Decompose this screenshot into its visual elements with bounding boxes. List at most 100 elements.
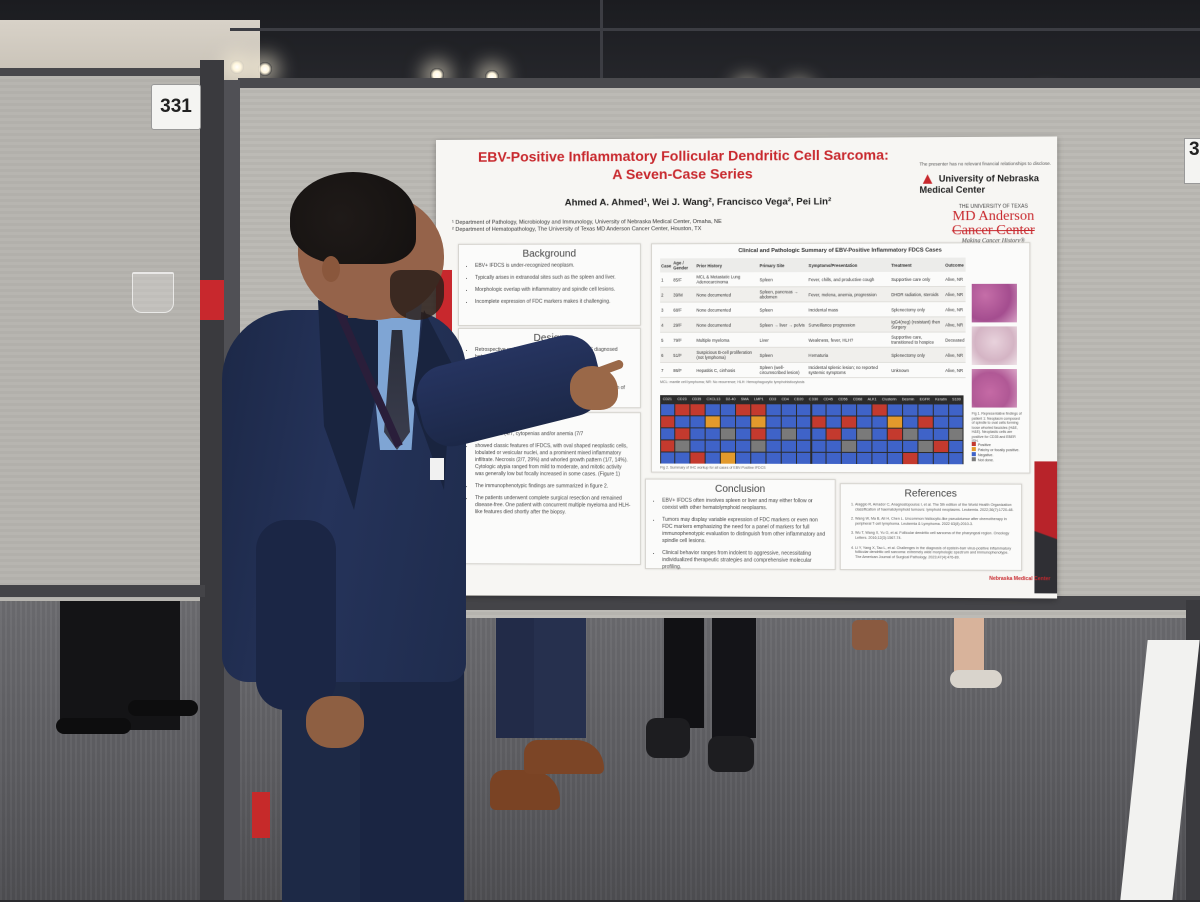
table-cell: Multiple myeloma	[695, 332, 758, 347]
poster-title-line: A Seven-Case Series	[446, 164, 922, 184]
cases-table: Case Age / Gender Prior History Primary …	[660, 258, 965, 379]
heatmap-cell	[918, 428, 932, 439]
heatmap-cell	[933, 404, 947, 415]
background-section: Background EBV+ IFDCS is under-recognize…	[458, 243, 641, 326]
heatmap-cell	[781, 416, 795, 427]
heatmap-cell	[918, 440, 932, 451]
heatmap-cell	[903, 440, 917, 451]
summary-table-section: Clinical and Pathologic Summary of EBV-P…	[651, 242, 1030, 473]
list-item: EBV+ IFDCS often involves spleen or live…	[662, 498, 826, 513]
heatmap-cell	[827, 404, 841, 415]
heatmap-cell	[676, 428, 690, 439]
heatmap-cell	[888, 440, 902, 451]
heatmap-cell	[706, 440, 720, 451]
heatmap-cell	[888, 404, 902, 415]
heatmap-cell	[736, 404, 750, 415]
list-item: years).	[475, 419, 632, 426]
list-item: EBV+ IFDCS is under-recognized neoplasm.	[475, 262, 632, 269]
table-cell: Alive, NR	[944, 272, 965, 287]
histology-image	[972, 284, 1017, 323]
table-cell: 39/M	[672, 287, 695, 302]
poster-authors: Ahmed A. Ahmed¹, Wei J. Wang², Francisco…	[506, 196, 891, 209]
poster-title-line: EBV-Positive Inflammatory Follicular Den…	[446, 145, 922, 166]
heatmap-marker-label: Keratin	[935, 397, 947, 401]
heatmap-marker-label: CD3	[769, 397, 776, 401]
heatmap-cell	[827, 416, 841, 427]
results-list: years). part or mass (4/7, cytopenias an…	[459, 413, 640, 517]
section-heading: Design	[459, 333, 640, 344]
heatmap-cell	[706, 404, 720, 415]
heatmap-marker-label: Clusterin	[882, 397, 897, 401]
booth-frame-bottom	[0, 585, 205, 597]
table-cell: MCL & Metastatic Lung Adenocarcinoma	[695, 272, 758, 287]
table-row: 6 51/F Suspicious B-cell proliferation (no…	[660, 347, 965, 362]
table-cell: Spleen → liver → pelvis	[759, 317, 808, 332]
heatmap-cell	[918, 453, 932, 464]
table-cell: Alive, NR	[944, 302, 965, 317]
list-item: Typically arises in extranodal sites suc…	[475, 275, 632, 282]
heatmap-cell	[691, 428, 705, 439]
heatmap-cell	[888, 428, 902, 439]
legend-entry: Not done.	[972, 457, 1027, 462]
ceiling-beam	[230, 28, 1200, 31]
legend-swatch	[972, 457, 976, 461]
background-person-shoe	[646, 718, 690, 758]
table-cell: Hematuria	[807, 347, 890, 362]
heatmap-cell	[797, 416, 811, 427]
heatmap-cell	[888, 452, 902, 463]
table-cell: Surveillance progression	[807, 317, 890, 332]
booth-post	[200, 60, 224, 900]
poster-title: EBV-Positive Inflammatory Follicular Den…	[446, 145, 922, 184]
legend-swatch	[972, 452, 976, 456]
table-cell: Spleen	[759, 302, 808, 317]
heatmap-cell	[933, 428, 947, 439]
table-cell: Liver	[759, 332, 808, 347]
booth-post-tag	[200, 280, 224, 320]
table-header: Case	[660, 258, 672, 272]
table-cell: 79/F	[672, 332, 695, 347]
heatmap-cell	[949, 428, 963, 439]
heatmap-cell	[812, 428, 826, 439]
conclusion-list: EBV+ IFDCS often involves spleen or live…	[646, 498, 835, 572]
heatmap-cell	[857, 416, 871, 427]
list-item: The patients underwent complete surgical…	[475, 495, 632, 517]
heatmap-cell	[691, 416, 705, 427]
table-cell: IgG4(neg) (resistant) then Surgery	[890, 317, 944, 332]
background-person-leg	[534, 608, 586, 738]
table-row: 2 39/M None documented Spleen, pancreas → a…	[660, 286, 965, 302]
table-cell: Spleen	[759, 272, 808, 287]
poster-accent-corner	[1034, 461, 1057, 593]
design-list: Retrospective review of seven cases of E…	[459, 347, 640, 399]
table-cell: Supportive care, transitioned to hospice	[890, 332, 944, 347]
histology-image	[972, 369, 1017, 408]
table-title: Clinical and Pathologic Summary of EBV-P…	[652, 247, 1029, 254]
list-item: Diagnosis established based on morpholog…	[475, 385, 632, 399]
table-cell: Weakness, fever, HLH?	[807, 332, 890, 347]
heatmap-cell	[812, 440, 826, 451]
heatmap-cell	[827, 440, 841, 451]
table-cell: Unknown	[890, 362, 944, 377]
heatmap-cell	[706, 416, 720, 427]
table-cell: 6	[660, 347, 672, 362]
heatmap-cell	[661, 440, 675, 451]
legend-swatch	[972, 447, 976, 451]
table-cell: 3	[660, 302, 672, 317]
heatmap-marker-label: CD45	[823, 397, 832, 401]
heatmap-cell	[888, 416, 902, 427]
ihc-heatmap	[660, 403, 963, 464]
list-item: Incomplete expression of FDC markers mak…	[475, 299, 632, 306]
heatmap-marker-label: S100	[952, 397, 961, 401]
heatmap-marker-label: LMP1	[754, 397, 764, 401]
heatmap-cell	[691, 440, 705, 451]
unmc-logo-text: University of Nebraska Medical Center	[919, 173, 1038, 194]
heatmap-cell	[949, 404, 963, 415]
table-header-row: Case Age / Gender Prior History Primary …	[660, 258, 965, 273]
heatmap-cell	[857, 428, 871, 439]
md-anderson-name: Cancer Center	[936, 224, 1051, 239]
heatmap-cell	[903, 428, 917, 439]
background-person-leg	[954, 618, 984, 678]
heatmap-cell	[903, 404, 917, 415]
heatmap-cell	[949, 416, 963, 427]
table-row: 5 79/F Multiple myeloma Liver Weakness, feve…	[660, 332, 965, 347]
table-row: 3 68/F None documented Spleen Incidental mas…	[660, 302, 965, 318]
